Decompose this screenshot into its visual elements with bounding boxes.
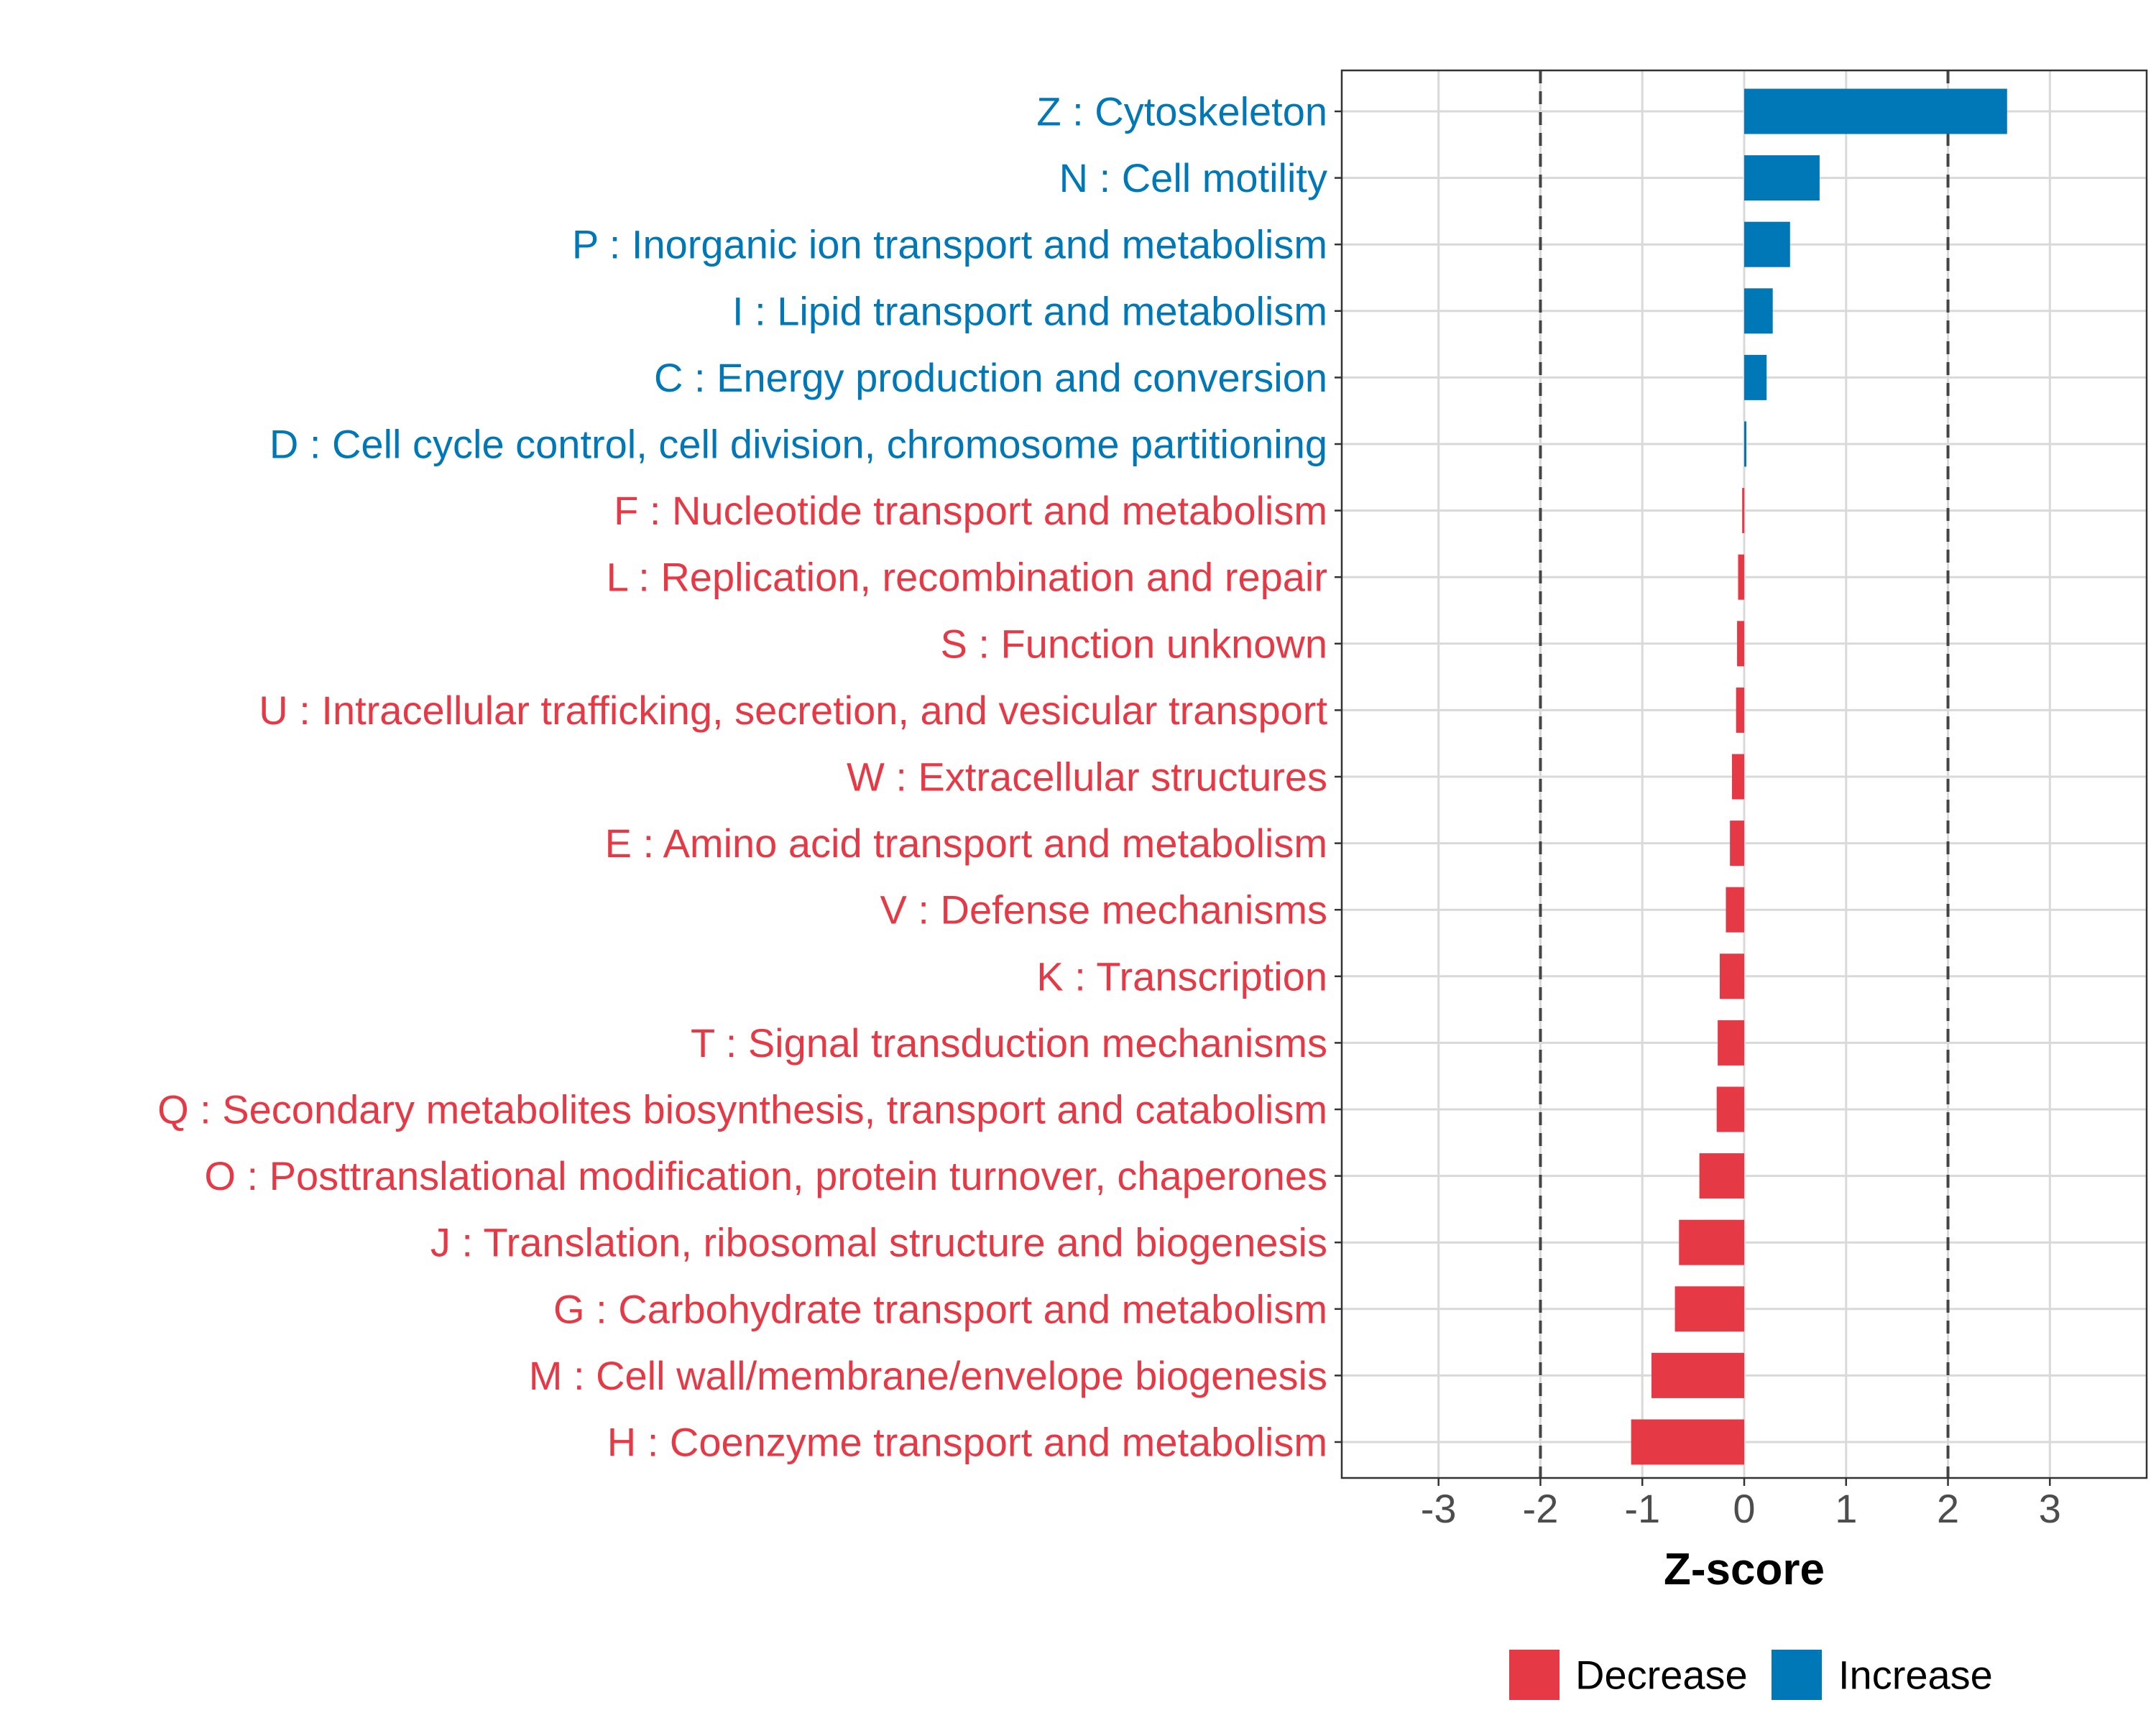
bar [1726, 887, 1744, 933]
y-axis-ticks: Z : Cytoskeleton N : Cell motility P : Ino… [157, 89, 1342, 1465]
legend: Decrease Increase [1509, 1650, 1993, 1700]
bar [1679, 1219, 1744, 1265]
bar [1718, 1020, 1744, 1066]
bar [1736, 687, 1744, 733]
bar [1744, 155, 1820, 201]
x-tick-label: 3 [2039, 1486, 2061, 1531]
bar [1744, 88, 2007, 134]
category-label: F : Nucleotide transport and metabolism [614, 488, 1327, 533]
bar [1744, 421, 1746, 467]
bar [1744, 221, 1790, 267]
category-label: H : Coenzyme transport and metabolism [607, 1420, 1327, 1465]
bar [1730, 821, 1744, 867]
x-tick-label: 1 [1835, 1486, 1857, 1531]
category-label: Q : Secondary metabolites biosynthesis, … [157, 1087, 1327, 1132]
category-label: P : Inorganic ion transport and metaboli… [572, 222, 1327, 267]
x-tick-label: -1 [1624, 1486, 1660, 1531]
category-label: S : Function unknown [940, 621, 1327, 666]
x-axis-ticks: -3 -2 -1 0 1 2 3 [1421, 1478, 2061, 1531]
x-axis-title: Z-score [1664, 1545, 1825, 1594]
bar [1738, 554, 1744, 600]
bar [1744, 354, 1767, 400]
bars [1631, 88, 2007, 1465]
reference-lines [1539, 70, 1950, 1478]
category-label: V : Defense mechanisms [880, 887, 1327, 933]
x-tick-label: -3 [1421, 1486, 1457, 1531]
legend-key-increase [1772, 1650, 1822, 1700]
category-label: O : Posttranslational modification, prot… [204, 1153, 1327, 1198]
category-label: E : Amino acid transport and metabolism [605, 821, 1327, 866]
category-label: L : Replication, recombination and repai… [607, 555, 1327, 600]
category-label: J : Translation, ribosomal structure and… [430, 1220, 1327, 1265]
category-label: U : Intracellular trafficking, secretion… [259, 688, 1327, 733]
bar [1742, 488, 1745, 534]
bar [1731, 754, 1744, 800]
category-label: M : Cell wall/membrane/envelope biogenes… [529, 1353, 1327, 1398]
legend-key-decrease [1509, 1650, 1560, 1700]
bar [1716, 1086, 1744, 1132]
category-label: G : Carbohydrate transport and metabolis… [553, 1286, 1327, 1331]
category-label: I : Lipid transport and metabolism [732, 288, 1327, 333]
bar [1631, 1419, 1744, 1465]
bar [1651, 1352, 1744, 1398]
category-label: K : Transcription [1036, 953, 1327, 999]
x-tick-label: -2 [1523, 1486, 1559, 1531]
category-label: Z : Cytoskeleton [1036, 89, 1327, 134]
x-tick-label: 2 [1937, 1486, 1959, 1531]
legend-label-decrease: Decrease [1575, 1653, 1748, 1698]
x-tick-label: 0 [1733, 1486, 1755, 1531]
bar [1737, 621, 1744, 667]
category-label: C : Energy production and conversion [654, 355, 1327, 400]
legend-label-increase: Increase [1838, 1653, 1993, 1698]
category-label: T : Signal transduction mechanisms [691, 1020, 1327, 1066]
bar [1719, 953, 1744, 999]
category-label: D : Cell cycle control, cell division, c… [270, 422, 1327, 467]
bar [1674, 1286, 1744, 1332]
category-label: N : Cell motility [1059, 155, 1327, 200]
bar [1744, 288, 1773, 334]
bar [1699, 1153, 1744, 1199]
category-label: W : Extracellular structures [847, 754, 1327, 800]
